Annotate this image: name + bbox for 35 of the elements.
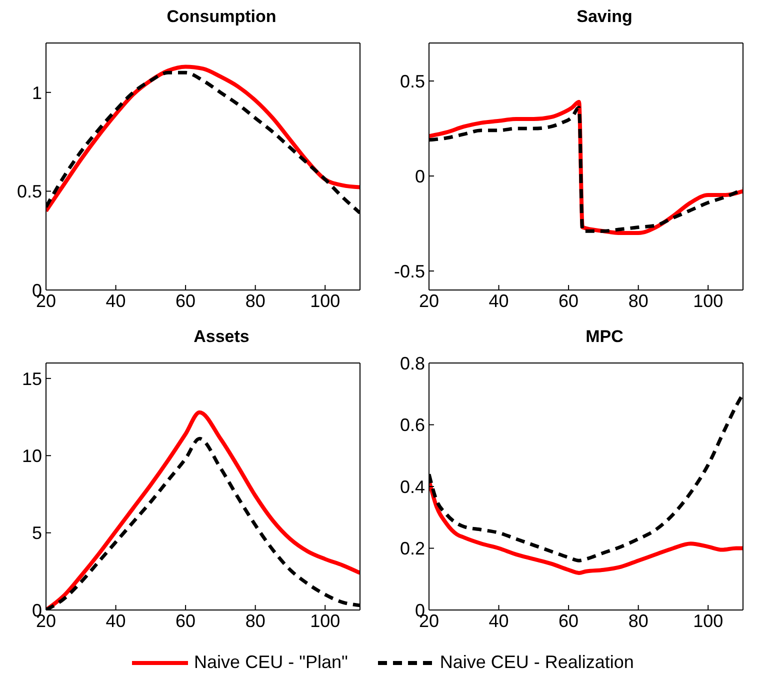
legend-label: Naive CEU - "Plan"	[194, 652, 348, 673]
legend-label: Naive CEU - Realization	[440, 652, 634, 673]
x-tick-label: 60	[176, 610, 196, 631]
y-tick-label: 0	[414, 166, 425, 186]
x-tick-label: 20	[418, 290, 440, 311]
x-tick-label: 100	[693, 290, 724, 311]
y-tick-label: 1	[32, 82, 42, 103]
x-tick-label: 60	[558, 610, 579, 631]
x-tick-label: 60	[176, 290, 196, 311]
x-tick-label: 60	[558, 290, 579, 311]
x-tick-label: 80	[628, 290, 648, 311]
x-tick-label: 100	[693, 610, 724, 631]
chart-title: MPC	[584, 326, 624, 348]
x-tick-label: 80	[628, 610, 648, 631]
y-tick-label: 0.4	[400, 476, 425, 497]
x-tick-label: 80	[245, 290, 266, 311]
y-tick-label: 10	[22, 446, 42, 466]
y-tick-label: 0.5	[400, 71, 425, 92]
y-tick-label: 5	[32, 523, 42, 544]
y-tick-label: 0.5	[16, 182, 42, 202]
y-tick-label: 15	[22, 368, 42, 389]
x-tick-label: 100	[310, 290, 340, 311]
chart-title: Consumption	[166, 6, 278, 28]
y-tick-label: 0.8	[400, 353, 425, 374]
x-tick-label: 100	[310, 610, 340, 631]
x-tick-label: 40	[488, 610, 509, 631]
x-tick-label: 40	[106, 290, 126, 311]
chart-title: Assets	[192, 326, 250, 348]
y-tick-label: 0.6	[400, 415, 425, 436]
y-tick-label: 0.2	[400, 538, 425, 559]
y-tick-label: -0.5	[394, 261, 425, 282]
x-tick-label: 80	[245, 610, 266, 631]
x-tick-label: 40	[106, 610, 126, 631]
chart-title: Saving	[576, 6, 634, 28]
x-tick-label: 40	[488, 290, 509, 311]
